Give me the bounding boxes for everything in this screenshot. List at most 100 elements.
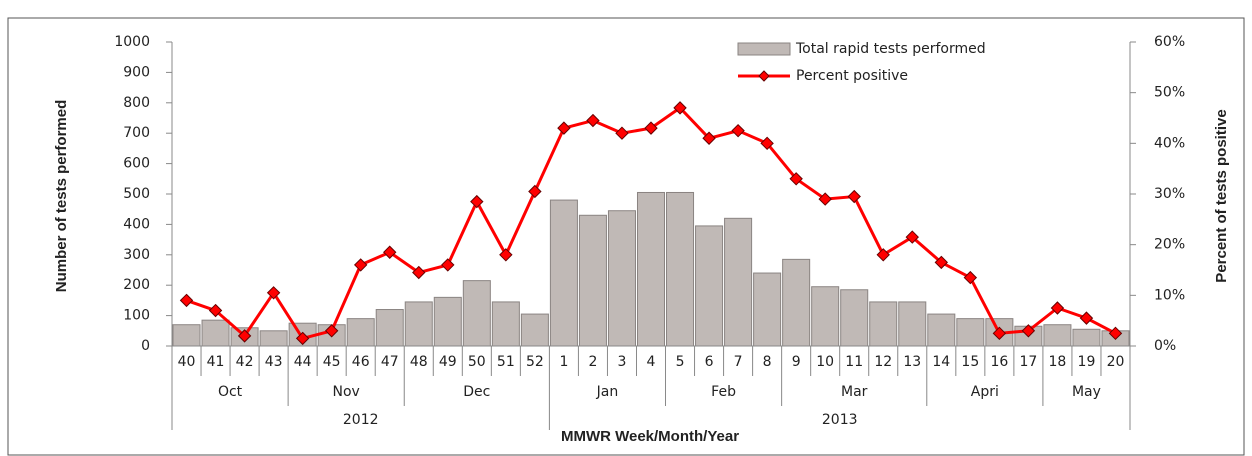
x-tick-label: 9 [792, 354, 801, 370]
marker [499, 248, 513, 262]
x-tick-label: 5 [676, 354, 685, 370]
legend-marker [758, 70, 770, 82]
bar [172, 324, 201, 347]
bar [578, 214, 607, 347]
x-tick-label: 19 [1078, 354, 1096, 370]
y-tick-label: 0 [141, 338, 150, 354]
bar [1072, 328, 1101, 347]
bar [491, 301, 520, 347]
bar [724, 217, 753, 347]
x-tick-label: 7 [734, 354, 743, 370]
marker [383, 245, 397, 259]
x-tick-label: 15 [961, 354, 979, 370]
x-tick-label: 47 [381, 354, 399, 370]
marker [1021, 324, 1036, 338]
marker [644, 121, 658, 135]
y2-tick-label: 20% [1154, 237, 1185, 253]
x-tick-label: 51 [497, 354, 515, 370]
bar [869, 301, 898, 347]
x-tick-label: 20 [1107, 354, 1125, 370]
bar [782, 258, 811, 347]
marker [963, 270, 978, 285]
marker [266, 286, 281, 300]
x-tick-label: 11 [845, 354, 863, 370]
x-tick-label: 8 [763, 354, 772, 370]
y-tick-label: 600 [123, 156, 150, 172]
y2-axis-title: Percent of tests positive [1213, 109, 1230, 282]
marker [324, 324, 339, 338]
bar [898, 301, 927, 347]
x-tick-label: 14 [932, 354, 950, 370]
x-tick-label: 18 [1049, 354, 1067, 370]
y-axis-title: Number of tests performed [53, 100, 70, 293]
bar [753, 272, 782, 347]
marker [876, 248, 890, 262]
x-tick-label: 12 [874, 354, 892, 370]
y-tick-label: 200 [123, 277, 150, 293]
bar [404, 301, 433, 347]
x-tick-label: 48 [410, 354, 428, 370]
marker [412, 265, 426, 280]
marker [179, 293, 194, 308]
bar [666, 191, 695, 347]
marker [905, 230, 919, 244]
marker [731, 123, 745, 138]
x-tick-label: 46 [352, 354, 370, 370]
bar [462, 280, 491, 347]
marker [818, 192, 832, 206]
month-label: Oct [218, 384, 243, 400]
x-tick-label: 49 [439, 354, 457, 370]
x-tick-label: 40 [178, 354, 196, 370]
bar [1043, 324, 1072, 347]
marker [557, 121, 571, 135]
month-label: Nov [333, 384, 360, 400]
bar [201, 319, 230, 347]
bar [607, 210, 636, 347]
marker [528, 184, 542, 199]
bar [549, 199, 578, 347]
y-tick-label: 700 [123, 125, 150, 141]
y-tick-label: 1000 [114, 34, 150, 50]
bar [840, 289, 869, 347]
y2-tick-label: 40% [1154, 135, 1185, 151]
marker [441, 258, 455, 272]
y2-tick-label: 50% [1154, 85, 1185, 101]
chart-border [7, 17, 1245, 456]
y-tick-label: 300 [123, 247, 150, 263]
x-tick-label: 17 [1019, 354, 1037, 370]
month-label: Feb [711, 384, 736, 400]
month-label: Apri [971, 384, 999, 400]
x-tick-label: 6 [705, 354, 714, 370]
x-tick-label: 2 [588, 354, 597, 370]
bar [346, 318, 375, 347]
bar [433, 296, 462, 347]
bar [375, 309, 404, 347]
x-tick-label: 3 [618, 354, 627, 370]
bar [956, 318, 985, 347]
legend-label: Percent positive [796, 68, 908, 84]
y2-tick-label: 30% [1154, 186, 1185, 202]
bar [520, 313, 549, 347]
x-tick-label: 41 [207, 354, 225, 370]
marker [295, 331, 310, 346]
month-label: May [1072, 384, 1101, 400]
marker [353, 258, 368, 272]
legend-swatch [737, 42, 791, 56]
marker [992, 326, 1007, 341]
y2-tick-label: 60% [1154, 34, 1185, 50]
x-tick-label: 52 [526, 354, 544, 370]
x-tick-label: 42 [236, 354, 254, 370]
marker [586, 113, 600, 128]
marker [470, 194, 484, 209]
marker [1079, 311, 1094, 325]
marker [789, 172, 803, 186]
x-tick-label: 1 [559, 354, 568, 370]
month-label: Jan [596, 384, 619, 400]
marker [760, 136, 774, 151]
x-tick-label: 16 [990, 354, 1008, 370]
y2-tick-label: 10% [1154, 287, 1185, 303]
marker [673, 101, 687, 115]
x-tick-label: 10 [816, 354, 834, 370]
month-label: Mar [841, 384, 868, 400]
